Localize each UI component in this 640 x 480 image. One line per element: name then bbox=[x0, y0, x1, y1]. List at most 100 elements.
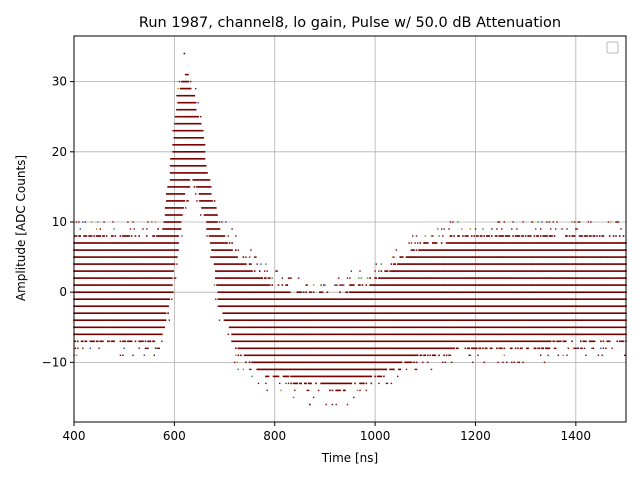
sample-point bbox=[105, 319, 108, 321]
sample-point bbox=[374, 305, 376, 307]
sample-point bbox=[168, 200, 171, 202]
sample-point bbox=[260, 277, 262, 279]
sample-point bbox=[226, 291, 228, 293]
sample-point bbox=[276, 326, 278, 329]
sample-point bbox=[252, 284, 255, 286]
sample-point bbox=[114, 256, 117, 258]
sample-point bbox=[104, 263, 107, 265]
sample-point bbox=[112, 326, 114, 329]
sample-point bbox=[379, 361, 381, 364]
sample-point bbox=[300, 326, 302, 329]
sample-point bbox=[152, 298, 154, 300]
sample-point bbox=[164, 214, 167, 216]
outlier-point bbox=[448, 228, 450, 230]
sample-point bbox=[280, 340, 282, 343]
sample-point bbox=[114, 298, 117, 300]
sample-point bbox=[248, 270, 251, 272]
sample-point bbox=[209, 235, 212, 237]
sample-point bbox=[108, 333, 110, 336]
sample-point bbox=[447, 305, 449, 307]
outlier-point bbox=[271, 277, 273, 279]
sample-point bbox=[271, 319, 273, 321]
sample-point bbox=[458, 242, 460, 244]
sample-point bbox=[277, 347, 280, 350]
sample-point bbox=[157, 235, 159, 237]
sample-point bbox=[351, 284, 354, 286]
sample-point bbox=[113, 277, 115, 279]
sample-point bbox=[125, 263, 128, 265]
sample-point bbox=[475, 256, 478, 258]
sample-point bbox=[74, 256, 77, 258]
sample-point bbox=[178, 207, 181, 209]
sample-point bbox=[469, 298, 472, 300]
outlier-point bbox=[483, 361, 485, 363]
sample-point bbox=[260, 319, 262, 321]
sample-point bbox=[255, 333, 257, 336]
sample-point bbox=[483, 305, 485, 307]
sample-point bbox=[130, 284, 133, 286]
sample-point bbox=[159, 326, 162, 329]
sample-point bbox=[428, 305, 430, 307]
sample-point bbox=[142, 326, 144, 329]
sample-point bbox=[248, 305, 251, 307]
sample-point bbox=[473, 326, 475, 329]
sample-point bbox=[294, 326, 296, 329]
sample-point bbox=[178, 200, 181, 202]
sample-point bbox=[375, 305, 378, 307]
sample-point bbox=[284, 291, 286, 293]
sample-point bbox=[472, 326, 474, 329]
sample-point bbox=[470, 298, 473, 300]
sample-point bbox=[291, 375, 294, 378]
sample-point bbox=[118, 298, 120, 300]
sample-point bbox=[309, 319, 311, 321]
sample-point bbox=[309, 291, 311, 293]
sample-point bbox=[452, 249, 454, 251]
sample-point bbox=[246, 270, 248, 272]
sample-point bbox=[169, 228, 172, 230]
sample-point bbox=[474, 312, 477, 314]
sample-point bbox=[221, 235, 223, 237]
sample-point bbox=[424, 291, 427, 293]
sample-point bbox=[109, 333, 112, 336]
sample-point bbox=[429, 298, 432, 300]
sample-point bbox=[363, 326, 365, 329]
sample-point bbox=[242, 333, 245, 336]
sample-point bbox=[161, 270, 163, 272]
sample-point bbox=[321, 305, 324, 307]
sample-point bbox=[339, 340, 341, 343]
sample-point bbox=[174, 144, 177, 146]
sample-point bbox=[483, 319, 485, 321]
sample-point bbox=[385, 291, 388, 293]
sample-point bbox=[363, 375, 365, 378]
sample-point bbox=[258, 347, 261, 350]
sample-point bbox=[301, 340, 304, 343]
sample-point bbox=[245, 305, 247, 307]
sample-point bbox=[342, 326, 345, 329]
sample-point bbox=[416, 319, 419, 321]
sample-point bbox=[346, 375, 349, 378]
sample-point bbox=[335, 375, 337, 378]
sample-point bbox=[82, 256, 84, 258]
sample-point bbox=[153, 312, 156, 314]
sample-point bbox=[399, 368, 401, 371]
sample-point bbox=[286, 354, 289, 357]
sample-point bbox=[178, 129, 181, 132]
sample-point bbox=[439, 298, 442, 300]
sample-point bbox=[227, 270, 230, 272]
sample-point bbox=[346, 368, 349, 371]
sample-point bbox=[287, 375, 290, 378]
sample-point bbox=[449, 291, 452, 293]
sample-point bbox=[304, 354, 306, 357]
outlier-point bbox=[250, 249, 252, 251]
sample-point bbox=[398, 305, 400, 307]
sample-point bbox=[479, 277, 482, 279]
sample-point bbox=[480, 242, 483, 244]
sample-point bbox=[113, 249, 115, 251]
sample-point bbox=[186, 80, 188, 83]
sample-point bbox=[87, 291, 89, 293]
sample-point bbox=[137, 291, 139, 293]
sample-point bbox=[413, 305, 415, 307]
sample-point bbox=[321, 326, 324, 329]
sample-point bbox=[87, 256, 89, 258]
sample-point bbox=[168, 284, 171, 286]
